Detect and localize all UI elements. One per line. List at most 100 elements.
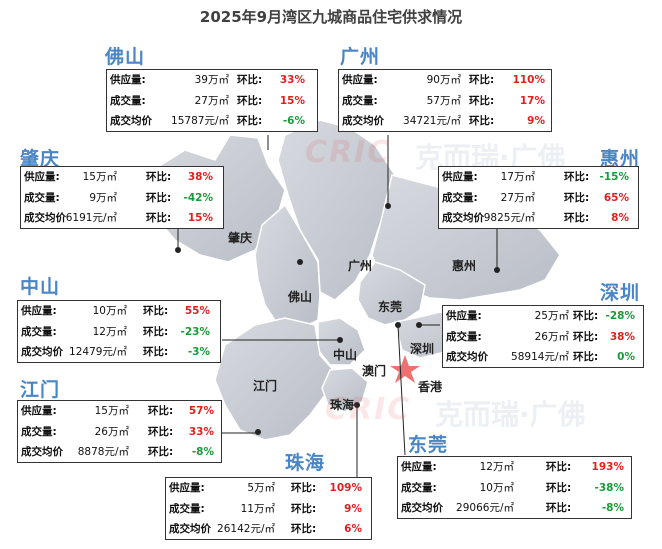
zhuhai-price-label: 成交均价: [169, 523, 211, 535]
guangzhou-deal-change: 17%: [519, 94, 545, 107]
shenzhen-price-hb-label: 环比:: [573, 351, 599, 363]
huizhou-supply-hb-label: 环比:: [564, 171, 590, 183]
foshan-deal-hb-label: 环比:: [237, 94, 263, 107]
zhaoqing-deal-row: 成交量: 9万㎡ 环比: -42%: [21, 188, 223, 209]
foshan-supply-change: 33%: [279, 74, 305, 86]
zhuhai-price-row: 成交均价 26142元/㎡ 环比: 6%: [166, 519, 371, 540]
jiangmen-price-row: 成交均价 8878元/㎡ 环比: -8%: [18, 442, 221, 463]
huizhou-supply-row: 供应量: 17万㎡ 环比: -15%: [439, 167, 638, 188]
data-box-dongguan: 供应量: 12万㎡ 环比: 193% 成交量: 10万㎡ 环比: -38% 成交均价 29066元…: [397, 456, 632, 519]
zhuhai-deal-value: 11万㎡: [240, 502, 275, 515]
zhaoqing-deal-hb-label: 环比:: [146, 191, 172, 204]
foshan-price-value: 15787元/㎡: [171, 115, 229, 127]
map-label-guangzhou: 广州: [348, 259, 373, 273]
zhuhai-region: [321, 367, 369, 413]
dongguan-deal-value: 10万㎡: [479, 481, 514, 494]
zhuhai-supply-label: 供应量:: [169, 482, 205, 494]
city-title-zhaoqing: 肇庆: [20, 148, 61, 170]
dongguan-deal-label: 成交量:: [401, 481, 437, 494]
zhaoqing-dot: [175, 247, 181, 253]
guangzhou-price-hb-label: 环比:: [469, 115, 495, 127]
dongguan-price-change: -8%: [601, 502, 624, 514]
data-box-zhongshan: 供应量: 10万㎡ 环比: 55% 成交量: 12万㎡ 环比: -23% 成交均价 12479元/…: [17, 300, 221, 363]
jiangmen-dot: [255, 429, 261, 435]
guangzhou-deal-value: 57万㎡: [426, 94, 461, 107]
dongguan-region: [357, 261, 426, 326]
guangzhou-supply-change: 110%: [512, 74, 545, 86]
shenzhen-deal-row: 成交量: 26万㎡ 环比: 38%: [443, 327, 643, 348]
foshan-supply-value: 39万㎡: [194, 74, 229, 86]
map-label-shenzhen: 深圳: [410, 342, 435, 356]
hongkong-star-icon: [390, 355, 420, 383]
jiangmen-deal-row: 成交量: 26万㎡ 环比: 33%: [18, 422, 221, 443]
huizhou-deal-row: 成交量: 27万㎡ 环比: 65%: [439, 188, 638, 209]
huizhou-supply-change: -15%: [599, 171, 630, 183]
guangzhou-deal-label: 成交量:: [342, 94, 378, 107]
dongguan-deal-row: 成交量: 10万㎡ 环比: -38%: [398, 478, 631, 499]
foshan-price-row: 成交均价 15787元/㎡ 环比: -6%: [107, 111, 317, 132]
zhaoqing-price-label: 成交均价: [24, 212, 66, 224]
jiangmen-supply-value: 15万㎡: [94, 405, 129, 417]
dongguan-price-label: 成交均价: [401, 502, 443, 514]
huizhou-deal-value: 27万㎡: [500, 191, 535, 204]
huizhou-deal-change: 65%: [603, 191, 629, 204]
foshan-price-hb-label: 环比:: [237, 115, 263, 127]
city-title-shenzhen: 深圳: [600, 282, 641, 304]
city-title-jiangmen: 江门: [20, 379, 61, 401]
jiangmen-supply-hb-label: 环比:: [148, 405, 174, 417]
zhongshan-price-row: 成交均价 12479元/㎡ 环比: -3%: [18, 342, 220, 363]
map-label-zhongshan: 中山: [333, 348, 358, 362]
zhongshan-supply-change: 55%: [184, 305, 210, 317]
zhaoqing-deal-value: 9万㎡: [89, 191, 117, 204]
jiangmen-supply-label: 供应量:: [21, 405, 57, 417]
dongguan-supply-value: 12万㎡: [479, 461, 514, 473]
dongguan-supply-change: 193%: [591, 461, 624, 473]
dongguan-price-hb-label: 环比:: [546, 502, 572, 514]
shenzhen-supply-hb-label: 环比:: [573, 310, 599, 322]
zhaoqing-price-hb-label: 环比:: [146, 212, 172, 224]
jiangmen-deal-change: 33%: [188, 425, 214, 438]
guangzhou-region: [277, 119, 396, 301]
foshan-supply-hb-label: 环比:: [237, 74, 263, 86]
foshan-deal-change: 15%: [279, 94, 305, 107]
page-title: 2025年9月湾区九城商品住宅供求情况: [199, 8, 463, 26]
shenzhen-deal-change: 38%: [609, 330, 635, 343]
zhongshan-deal-value: 12万㎡: [92, 325, 127, 338]
zhaoqing-price-change: 15%: [187, 212, 213, 224]
data-box-shenzhen: 供应量: 25万㎡ 环比: -28% 成交量: 26万㎡ 环比: 38% 成交均价 58914元/…: [442, 305, 644, 368]
huizhou-price-row: 成交均价 9825元/㎡ 环比: 8%: [439, 208, 638, 229]
huizhou-deal-hb-label: 环比:: [564, 191, 590, 204]
guangzhou-supply-hb-label: 环比:: [469, 74, 495, 86]
jiangmen-region: [214, 317, 336, 441]
zhuhai-supply-value: 5万㎡: [247, 482, 275, 494]
guangzhou-supply-label: 供应量:: [342, 74, 378, 86]
jiangmen-supply-change: 57%: [188, 405, 214, 417]
huizhou-price-value: 9825元/㎡: [483, 212, 535, 224]
zhuhai-supply-hb-label: 环比:: [291, 482, 317, 494]
map-label-foshan: 佛山: [288, 290, 313, 304]
huizhou-dot: [494, 267, 500, 273]
foshan-dot: [297, 259, 303, 265]
foshan-deal-label: 成交量:: [110, 94, 146, 107]
shenzhen-supply-value: 25万㎡: [534, 310, 569, 322]
map-label-huizhou: 惠州: [452, 259, 477, 273]
jiangmen-deal-value: 26万㎡: [94, 425, 129, 438]
zhongshan-price-change: -3%: [187, 346, 210, 358]
foshan-deal-row: 成交量: 27万㎡ 环比: 15%: [107, 91, 317, 112]
guangzhou-price-change: 9%: [527, 115, 545, 127]
jiangmen-supply-row: 供应量: 15万㎡ 环比: 57%: [18, 401, 221, 422]
zhongshan-deal-change: -23%: [180, 325, 211, 338]
map-label-zhuhai: 珠海: [330, 398, 355, 412]
zhaoqing-deal-label: 成交量:: [24, 191, 60, 204]
zhaoqing-supply-change: 38%: [187, 171, 213, 183]
foshan-supply-row: 供应量: 39万㎡ 环比: 33%: [107, 70, 317, 91]
shenzhen-deal-hb-label: 环比:: [573, 330, 599, 343]
huizhou-price-hb-label: 环比:: [564, 212, 590, 224]
foshan-supply-label: 供应量:: [110, 74, 146, 86]
data-box-guangzhou: 供应量: 90万㎡ 环比: 110% 成交量: 57万㎡ 环比: 17% 成交均价 34721元/…: [338, 69, 552, 132]
jiangmen-price-change: -8%: [191, 446, 214, 458]
foshan-price-label: 成交均价: [110, 115, 152, 127]
zhongshan-deal-row: 成交量: 12万㎡ 环比: -23%: [18, 322, 220, 343]
zhongshan-dot: [337, 337, 343, 343]
guangzhou-dot: [385, 203, 391, 209]
